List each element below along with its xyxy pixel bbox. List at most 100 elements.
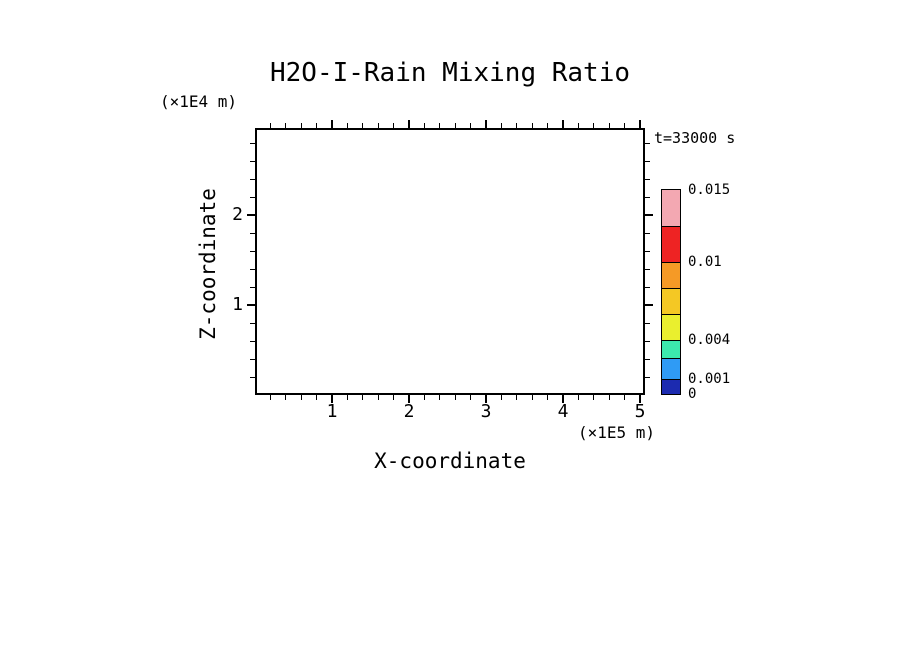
x-tick-label: 1 bbox=[326, 401, 338, 422]
x-minor-tick bbox=[577, 123, 579, 128]
x-minor-tick bbox=[393, 123, 395, 128]
x-minor-tick bbox=[300, 123, 302, 128]
x-axis-units-label: (×1E5 m) bbox=[577, 423, 655, 442]
y-minor-tick bbox=[645, 178, 650, 180]
y-minor-tick bbox=[645, 250, 650, 252]
y-minor-tick bbox=[645, 376, 650, 378]
x-minor-tick bbox=[269, 395, 271, 400]
x-minor-tick bbox=[516, 123, 518, 128]
colorbar-segment bbox=[662, 357, 680, 379]
y-minor-tick bbox=[250, 268, 255, 270]
colorbar-value-label: 0.015 bbox=[688, 182, 731, 198]
x-tick-label: 4 bbox=[557, 401, 569, 422]
plot-frame bbox=[255, 128, 645, 395]
x-minor-tick bbox=[316, 395, 318, 400]
colorbar-value-label: 0.001 bbox=[688, 370, 731, 387]
colorbar-value-label: 0.004 bbox=[688, 331, 731, 348]
y-minor-tick bbox=[250, 250, 255, 252]
y-minor-tick bbox=[250, 286, 255, 288]
x-major-tick bbox=[484, 120, 487, 128]
x-minor-tick bbox=[423, 395, 425, 400]
x-minor-tick bbox=[285, 395, 287, 400]
x-minor-tick bbox=[285, 123, 287, 128]
x-minor-tick bbox=[316, 123, 318, 128]
x-minor-tick bbox=[377, 395, 379, 400]
y-tick-label: 1 bbox=[232, 294, 243, 315]
x-minor-tick bbox=[454, 395, 456, 400]
x-minor-tick bbox=[624, 395, 626, 400]
x-minor-tick bbox=[547, 395, 549, 400]
y-tick-label: 2 bbox=[232, 204, 243, 225]
x-minor-tick bbox=[346, 395, 348, 400]
x-major-tick bbox=[407, 395, 410, 403]
x-major-tick bbox=[561, 120, 564, 128]
x-tick-label: 2 bbox=[403, 401, 415, 422]
y-major-tick bbox=[645, 304, 653, 306]
colorbar-segment bbox=[662, 313, 680, 340]
colorbar-segment bbox=[662, 226, 680, 262]
y-axis-units-label: (×1E4 m) bbox=[160, 92, 238, 111]
x-minor-tick bbox=[516, 395, 518, 400]
y-minor-tick bbox=[250, 196, 255, 198]
x-minor-tick bbox=[362, 395, 364, 400]
y-minor-tick bbox=[645, 142, 650, 144]
x-tick-label: 5 bbox=[634, 401, 646, 422]
y-minor-tick bbox=[645, 358, 650, 360]
colorbar-segment bbox=[662, 190, 680, 226]
y-minor-tick bbox=[645, 160, 650, 162]
x-tick-label: 3 bbox=[480, 401, 492, 422]
plot-area: 1 2 3 4 5 1 2 bbox=[232, 120, 653, 422]
time-annotation: t=33000 s bbox=[654, 129, 736, 147]
x-major-tick bbox=[407, 120, 410, 128]
x-minor-tick bbox=[470, 395, 472, 400]
y-minor-tick bbox=[250, 142, 255, 144]
x-minor-tick bbox=[423, 123, 425, 128]
x-minor-tick bbox=[470, 123, 472, 128]
x-minor-tick bbox=[439, 395, 441, 400]
x-axis-title: X-coordinate bbox=[374, 449, 526, 473]
x-minor-tick bbox=[377, 123, 379, 128]
y-minor-tick bbox=[645, 286, 650, 288]
y-minor-tick bbox=[250, 358, 255, 360]
x-minor-tick bbox=[593, 395, 595, 400]
y-minor-tick bbox=[645, 196, 650, 198]
x-minor-tick bbox=[608, 395, 610, 400]
y-major-tick bbox=[247, 304, 255, 306]
x-minor-tick bbox=[454, 123, 456, 128]
x-minor-tick bbox=[531, 395, 533, 400]
x-major-tick bbox=[561, 395, 564, 403]
colorbar bbox=[661, 189, 681, 395]
x-minor-tick bbox=[393, 395, 395, 400]
y-minor-tick bbox=[250, 322, 255, 324]
y-minor-tick bbox=[250, 340, 255, 342]
x-major-tick bbox=[330, 395, 333, 403]
x-major-tick bbox=[484, 395, 487, 403]
y-axis-title: Z-coordinate bbox=[196, 188, 220, 340]
colorbar-segment bbox=[662, 378, 680, 394]
x-minor-tick bbox=[624, 123, 626, 128]
y-minor-tick bbox=[250, 376, 255, 378]
x-minor-tick bbox=[608, 123, 610, 128]
chart-title: H2O-I-Rain Mixing Ratio bbox=[269, 58, 631, 88]
y-minor-tick bbox=[645, 268, 650, 270]
y-major-tick bbox=[247, 214, 255, 216]
colorbar-segment bbox=[662, 339, 680, 358]
x-major-tick bbox=[638, 395, 641, 403]
y-major-tick bbox=[645, 214, 653, 216]
x-major-tick bbox=[638, 120, 641, 128]
y-minor-tick bbox=[645, 232, 650, 234]
y-minor-tick bbox=[645, 322, 650, 324]
colorbar-value-label: 0.01 bbox=[688, 254, 722, 270]
x-minor-tick bbox=[531, 123, 533, 128]
x-minor-tick bbox=[439, 123, 441, 128]
x-minor-tick bbox=[346, 123, 348, 128]
x-minor-tick bbox=[577, 395, 579, 400]
y-minor-tick bbox=[645, 340, 650, 342]
x-minor-tick bbox=[362, 123, 364, 128]
x-minor-tick bbox=[500, 395, 502, 400]
y-minor-tick bbox=[250, 160, 255, 162]
colorbar-segment bbox=[662, 262, 680, 288]
colorbar-labels: 0.015 0.01 0.004 0.001 0 bbox=[688, 182, 748, 402]
colorbar-value-label: 0 bbox=[688, 386, 697, 402]
